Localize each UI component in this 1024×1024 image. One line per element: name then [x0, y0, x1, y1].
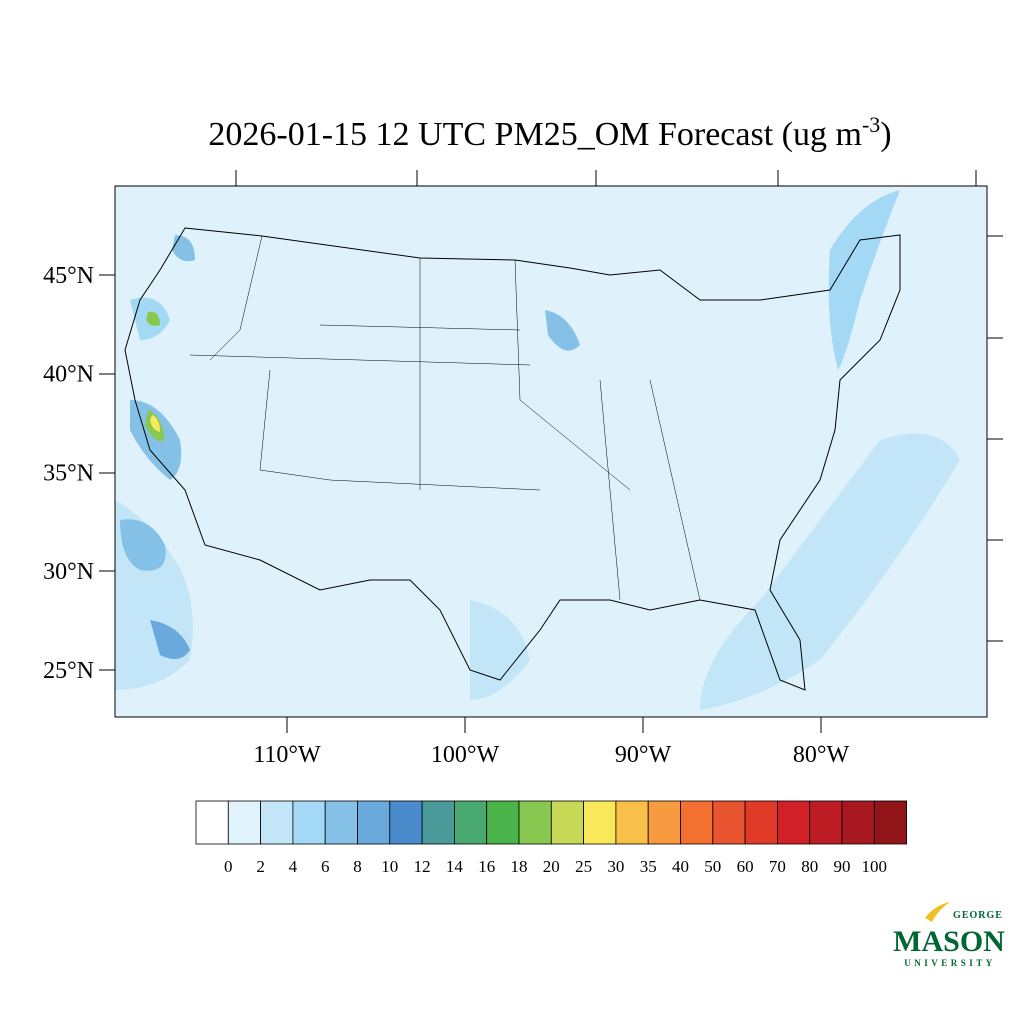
plume	[828, 190, 900, 370]
map	[99, 170, 1003, 733]
logo-swoosh	[925, 902, 950, 922]
colorbar-box	[615, 800, 649, 845]
colorbar-box	[873, 800, 907, 845]
plume	[120, 519, 166, 571]
latitude-label: 25°N	[43, 658, 94, 684]
logo-bottom: UNIVERSITY	[904, 958, 996, 968]
colorbar-label: 35	[640, 857, 657, 876]
colorbar-label: 6	[321, 857, 330, 876]
colorbar-label: 10	[381, 857, 398, 876]
colorbar-box	[292, 800, 326, 845]
colorbar-label: 90	[834, 857, 851, 876]
longitude-label: 110°W	[253, 742, 321, 768]
colorbar-box	[841, 800, 875, 845]
colorbar-label: 30	[607, 857, 624, 876]
colorbar-box	[518, 800, 552, 845]
colorbar-box	[486, 800, 520, 845]
colorbar-box	[712, 800, 746, 845]
title-superscript: -3	[862, 112, 880, 137]
logo-top: GEORGE	[953, 910, 1003, 921]
coastline	[124, 227, 901, 691]
map-frame	[114, 185, 988, 718]
colorbar-label: 100	[862, 857, 888, 876]
colorbar-box	[744, 800, 778, 845]
colorbar-label: 80	[801, 857, 818, 876]
colorbar-label: 0	[224, 857, 233, 876]
colorbar-box	[260, 800, 294, 845]
colorbar-label: 14	[446, 857, 464, 876]
colorbar-label: 25	[575, 857, 592, 876]
colorbar-box	[195, 800, 229, 845]
colorbar-box	[389, 800, 423, 845]
plume	[545, 310, 580, 351]
colorbar-box	[647, 800, 681, 845]
logo: GEORGE MASON UNIVERSITY	[893, 902, 1005, 968]
colorbar-box	[357, 800, 391, 845]
colorbar-label: 8	[353, 857, 362, 876]
colorbar-box	[550, 800, 584, 845]
longitude-labels: 110°W 100°W 90°W 80°W	[253, 742, 849, 768]
latitude-label: 40°N	[43, 362, 94, 388]
plume	[130, 400, 182, 480]
colorbar-label: 40	[672, 857, 689, 876]
plume	[700, 433, 960, 710]
latitude-labels: 45°N 40°N 35°N 30°N 25°N	[43, 263, 94, 684]
latitude-label: 35°N	[43, 460, 94, 486]
colorbar-label: 70	[769, 857, 786, 876]
colorbar-box	[453, 800, 488, 845]
title-suffix: )	[880, 116, 891, 153]
colorbar-box	[809, 800, 843, 845]
plume	[150, 415, 160, 432]
colorbar-label: 18	[511, 857, 528, 876]
title-text: 2026-01-15 12 UTC PM25_OM Forecast (ug m	[208, 116, 862, 153]
latitude-label: 45°N	[43, 263, 94, 289]
logo-main: MASON	[893, 925, 1005, 958]
colorbar-box	[777, 800, 811, 845]
colorbar-box	[324, 800, 358, 845]
colorbar-box	[583, 800, 617, 845]
plume	[150, 620, 190, 659]
longitude-label: 90°W	[615, 742, 672, 768]
plume	[146, 311, 160, 326]
colorbar-label: 20	[543, 857, 560, 876]
colorbar-label: 4	[289, 857, 298, 876]
colorbar-box	[680, 800, 714, 845]
colorbar-label: 60	[737, 857, 754, 876]
colorbar-label: 16	[478, 857, 495, 876]
longitude-label: 80°W	[793, 742, 850, 768]
tick-marks	[99, 170, 1003, 733]
colorbar-label: 12	[414, 857, 431, 876]
colorbar-label: 50	[704, 857, 721, 876]
plume	[172, 235, 195, 262]
colorbar-box	[421, 800, 455, 845]
latitude-label: 30°N	[43, 559, 94, 585]
longitude-label: 100°W	[431, 742, 500, 768]
colorbar-box	[227, 800, 262, 845]
colorbar: 0 2 4 6 8 10 12 14 16 18 20 25 30 35 40 50 60 70 80 90 100	[195, 800, 907, 876]
colorbar-label: 2	[256, 857, 265, 876]
title: 2026-01-15 12 UTC PM25_OM Forecast (ug m…	[208, 112, 891, 153]
state-borders	[189, 235, 701, 601]
